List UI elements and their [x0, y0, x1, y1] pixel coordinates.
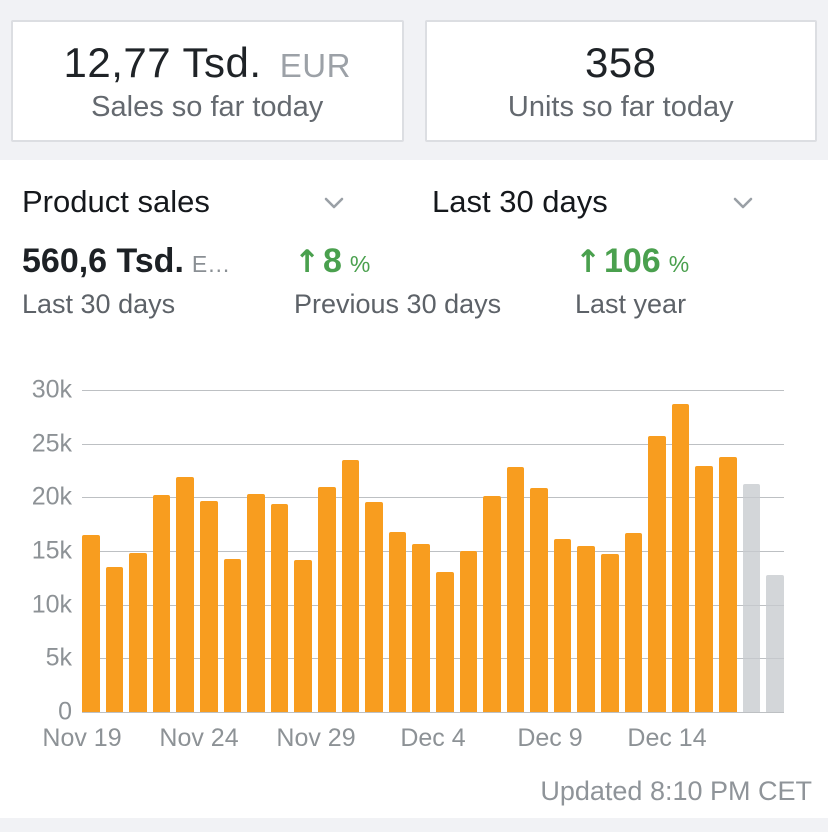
- sales-today-currency: EUR: [279, 46, 351, 84]
- y-axis-tick-label: 25k: [31, 429, 72, 458]
- y-axis-tick-label: 5k: [45, 643, 72, 672]
- gridline: [82, 551, 784, 552]
- stat-value: 106: [603, 242, 661, 280]
- bar-day[interactable]: [648, 436, 666, 712]
- bar-incomplete-day[interactable]: [742, 484, 761, 712]
- bar-day[interactable]: [82, 534, 100, 712]
- bar-day[interactable]: [483, 496, 501, 712]
- updated-timestamp: Updated 8:10 PM CET: [540, 776, 812, 806]
- bar-day[interactable]: [577, 545, 596, 712]
- units-today-card[interactable]: 358 Units so far today: [424, 20, 817, 142]
- stat-value-line: 560,6 Tsd. E…: [22, 242, 294, 282]
- stat-label: Last 30 days: [22, 289, 176, 319]
- sales-bar-chart: 30k 25k 20k 15k 10k 5k 0 Nov 19 Nov 24 Nov 29 Dec …: [32, 376, 784, 752]
- stat-label: Last year: [575, 289, 687, 319]
- stat-previous-30-days: ↑ 8% Previous 30 days: [294, 242, 575, 319]
- bar-day[interactable]: [671, 403, 690, 712]
- bar-day[interactable]: [553, 539, 572, 712]
- bar-day[interactable]: [695, 466, 714, 712]
- units-today-value-line: 358: [585, 39, 657, 87]
- units-today-value: 358: [584, 38, 657, 86]
- bar-day[interactable]: [624, 532, 643, 712]
- chevron-down-icon[interactable]: [322, 191, 346, 215]
- bar-day[interactable]: [412, 543, 430, 712]
- percent-sign: %: [349, 251, 371, 277]
- y-axis-tick-label: 20k: [31, 482, 72, 511]
- bar-day[interactable]: [294, 559, 312, 712]
- up-arrow-icon: ↑: [575, 244, 601, 280]
- metric-selector[interactable]: Product sales: [22, 184, 210, 219]
- x-axis-tick-label: Nov 29: [276, 724, 356, 752]
- bar-day[interactable]: [506, 467, 525, 712]
- gridline: [82, 712, 784, 713]
- bar-day[interactable]: [388, 531, 407, 712]
- bar-day[interactable]: [105, 567, 124, 712]
- today-stats-section: 12,77 Tsd. EUR Sales so far today 358 Un…: [0, 0, 828, 160]
- bar-day[interactable]: [435, 572, 454, 712]
- gridline: [82, 443, 784, 445]
- stat-label: Previous 30 days: [294, 289, 502, 319]
- gridline: [82, 604, 784, 606]
- bar-day[interactable]: [459, 551, 478, 712]
- bar-day[interactable]: [270, 503, 289, 712]
- x-axis-tick-label: Nov 19: [42, 724, 122, 752]
- percent-sign: %: [668, 251, 690, 277]
- gridline: [82, 658, 784, 660]
- stat-value: 8: [322, 242, 342, 280]
- bar-incomplete-day[interactable]: [766, 574, 784, 712]
- x-axis-tick-label: Dec 14: [627, 724, 707, 752]
- y-axis-tick-label: 10k: [31, 590, 72, 619]
- stat-value: 560,6 Tsd.: [22, 242, 184, 280]
- gridline: [82, 390, 784, 391]
- bar-day[interactable]: [365, 501, 383, 712]
- bar-day[interactable]: [530, 487, 548, 712]
- x-axis-tick-label: Dec 9: [517, 724, 583, 752]
- gridline: [82, 497, 784, 499]
- sales-today-label: Sales so far today: [91, 90, 324, 123]
- stat-value-line: ↑ 106%: [575, 242, 828, 282]
- bar-day[interactable]: [129, 553, 147, 712]
- bar-day[interactable]: [317, 486, 336, 712]
- next-section-edge: [0, 818, 828, 832]
- bar-day[interactable]: [223, 558, 242, 712]
- x-axis-tick-label: Dec 4: [400, 724, 466, 752]
- bar-day[interactable]: [247, 494, 265, 712]
- sales-today-card[interactable]: 12,77 Tsd. EUR Sales so far today: [11, 20, 404, 142]
- bar-day[interactable]: [176, 476, 194, 712]
- y-axis-tick-label: 30k: [31, 375, 72, 404]
- range-selector[interactable]: Last 30 days: [432, 184, 608, 219]
- y-axis-tick-label: 0: [58, 697, 72, 726]
- bar-day[interactable]: [341, 459, 360, 712]
- sales-today-value: 12,77 Tsd.: [63, 38, 262, 86]
- chevron-down-icon[interactable]: [731, 191, 755, 215]
- bar-day[interactable]: [601, 554, 619, 712]
- stat-last-year: ↑ 106% Last year: [575, 242, 828, 319]
- stat-value-line: ↑ 8%: [294, 242, 575, 282]
- sales-today-value-line: 12,77 Tsd. EUR: [64, 39, 351, 87]
- x-axis-tick-label: Nov 24: [159, 724, 239, 752]
- bar-day[interactable]: [719, 456, 737, 712]
- comparison-stats: 560,6 Tsd. E… Last 30 days ↑ 8% Previous 30 d…: [0, 242, 828, 319]
- units-today-label: Units so far today: [507, 90, 734, 123]
- stat-currency-truncated: E…: [191, 251, 231, 277]
- chart-controls: Product sales Last 30 days: [0, 184, 828, 222]
- up-arrow-icon: ↑: [294, 244, 320, 280]
- y-axis-tick-label: 15k: [31, 536, 72, 565]
- bar-day[interactable]: [152, 495, 171, 712]
- bar-series: [82, 390, 784, 712]
- bar-day[interactable]: [199, 500, 218, 712]
- stat-last-30-days: 560,6 Tsd. E… Last 30 days: [22, 242, 294, 319]
